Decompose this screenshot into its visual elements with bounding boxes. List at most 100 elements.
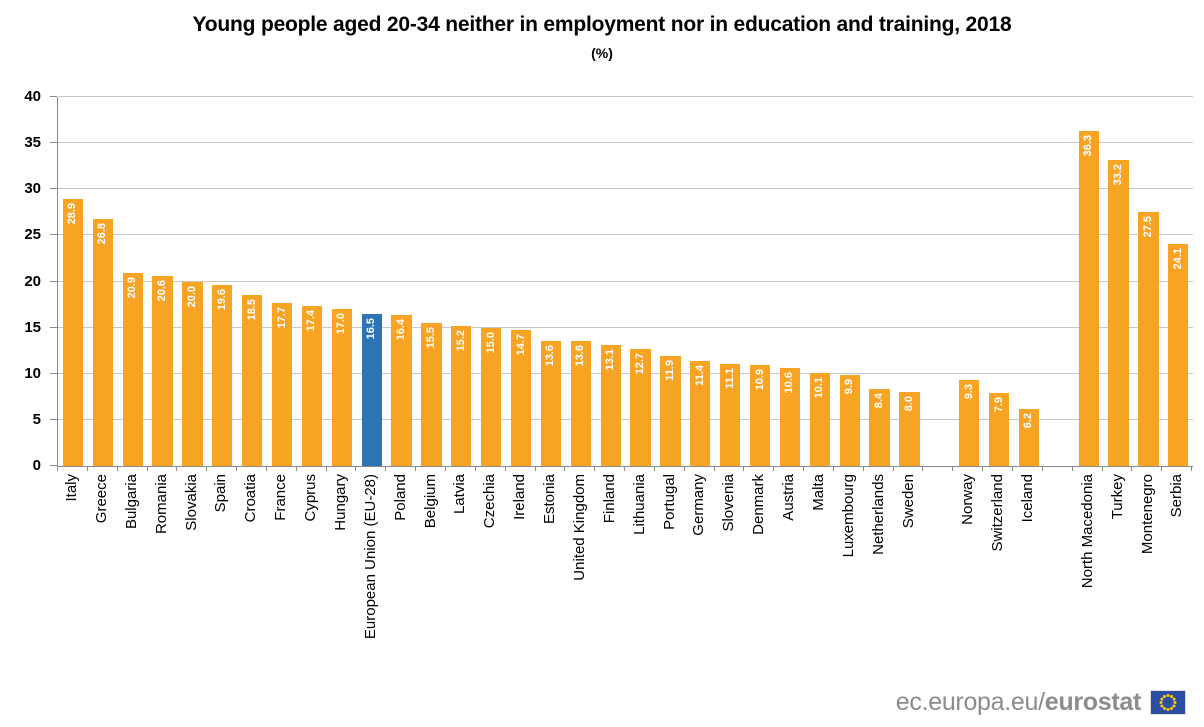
x-axis-label: Luxembourg (839, 474, 857, 558)
bar-slot: 11.4 (685, 97, 715, 466)
footer-url-regular: ec.europa.eu/ (895, 688, 1045, 716)
bar-value-label: 15.2 (454, 329, 467, 352)
x-tick (416, 466, 446, 471)
x-label-slot: United Kingdom (565, 474, 595, 666)
x-label-slot: France (266, 474, 296, 666)
y-tick (50, 234, 57, 236)
gridline (58, 418, 1193, 420)
bar-slot: 7.9 (984, 97, 1014, 466)
bar-slot: 20.6 (148, 97, 178, 466)
x-axis-label: Portugal (660, 474, 678, 530)
bar-united-kingdom: 13.6 (570, 340, 591, 466)
x-axis-ticks (57, 466, 1193, 471)
plot-area: 28.9 26.8 20.9 20.6 20.0 19.6 18.5 17.7 17.4 17.0… (57, 96, 1193, 467)
bar-estonia: 13.6 (540, 340, 562, 466)
y-tick-label: 20 (24, 272, 41, 290)
bar-slot: 33.2 (1104, 97, 1134, 466)
x-label-slot: Portugal (655, 474, 685, 666)
y-tick (50, 280, 57, 282)
bar-slot-spacer (1044, 97, 1074, 466)
x-axis-label: Lithuania (630, 474, 648, 535)
x-axis-label: Czechia (481, 474, 499, 529)
bar-slot: 17.4 (297, 97, 327, 466)
bar-luxembourg: 9.9 (839, 374, 860, 466)
x-tick (1103, 466, 1133, 471)
x-tick (715, 466, 745, 471)
bar-france: 17.7 (271, 302, 293, 466)
x-label-slot: Hungary (326, 474, 356, 666)
y-tick-label: 30 (24, 180, 41, 198)
x-tick (864, 466, 894, 471)
bar-slot: 17.0 (327, 97, 357, 466)
bar-greece: 26.8 (92, 218, 113, 466)
x-axis-labels: Italy Greece Bulgaria Romania Slovakia Spain C… (57, 474, 1192, 666)
x-label-slot: European Union (EU-28) (356, 474, 386, 666)
bar-slot: 19.6 (207, 97, 237, 466)
bar-value-label: 11.9 (663, 360, 676, 382)
y-tick-label: 5 (32, 410, 41, 428)
bar-value-label: 36.3 (1082, 135, 1095, 157)
x-tick (834, 466, 864, 471)
bar-slot: 26.8 (88, 97, 118, 466)
x-tick (267, 466, 297, 471)
x-tick (894, 466, 924, 471)
x-label-slot: Malta (804, 474, 834, 666)
bar-value-label: 17.0 (335, 313, 348, 335)
x-label-slot: Finland (595, 474, 625, 666)
x-tick (774, 466, 805, 471)
x-label-slot: Lithuania (625, 474, 655, 666)
bar-norway: 9.3 (959, 380, 980, 466)
bar-slot: 36.3 (1074, 97, 1104, 466)
bar-slot: 10.9 (745, 97, 775, 466)
x-tick (804, 466, 834, 471)
x-tick (1013, 466, 1043, 471)
x-axis-label: Finland (600, 474, 618, 524)
bar-value-label: 7.9 (992, 397, 1005, 413)
x-axis-label: Turkey (1108, 474, 1126, 520)
bar-north-macedonia: 36.3 (1078, 131, 1099, 466)
gridline (58, 96, 1193, 97)
bar-value-label: 6.2 (1022, 412, 1035, 429)
x-tick (1132, 466, 1163, 471)
bar-iceland: 6.2 (1018, 408, 1040, 466)
bar-slot: 20.9 (118, 97, 148, 466)
bar-ireland: 14.7 (510, 330, 532, 466)
bar-value-label: 28.9 (66, 203, 79, 225)
x-axis-label: Norway (959, 474, 977, 525)
bar-romania: 20.6 (152, 275, 173, 466)
x-tick (446, 466, 476, 471)
x-label-slot: Estonia (535, 474, 565, 666)
bar-value-label: 13.6 (574, 344, 587, 366)
x-tick (744, 466, 775, 471)
x-tick (118, 466, 148, 471)
x-axis-label: Cyprus (302, 474, 320, 522)
x-axis-label: Belgium (421, 474, 439, 529)
bar-slot: 28.9 (58, 97, 88, 466)
x-axis-label: France (272, 474, 290, 521)
x-axis-label: North Macedonia (1078, 474, 1096, 589)
x-label-slot: Denmark (744, 474, 774, 666)
bar-value-label: 12.7 (634, 352, 647, 375)
bar-value-label: 27.5 (1141, 216, 1154, 238)
x-label-slot: Greece (87, 474, 117, 666)
x-axis-label: Slovakia (182, 474, 200, 531)
x-axis-label: European Union (EU-28) (361, 474, 379, 640)
gridline (58, 280, 1193, 282)
x-label-slot (923, 474, 953, 666)
x-label-slot (1043, 474, 1073, 666)
x-label-slot: North Macedonia (1073, 474, 1103, 666)
bar-denmark: 10.9 (749, 365, 771, 466)
x-tick (1162, 466, 1193, 471)
x-tick (595, 466, 626, 471)
x-axis-label: Slovenia (720, 474, 738, 532)
bar-slot: 13.1 (596, 97, 626, 466)
y-tick-label: 35 (24, 134, 41, 152)
bar-value-label: 11.4 (693, 364, 706, 386)
x-tick (476, 466, 506, 471)
x-label-slot: Spain (206, 474, 236, 666)
x-tick (237, 466, 267, 471)
x-axis-label: Switzerland (989, 474, 1007, 552)
bar-slot: 10.6 (775, 97, 805, 466)
x-label-slot: Iceland (1013, 474, 1043, 666)
bar-value-label: 20.0 (185, 285, 198, 307)
